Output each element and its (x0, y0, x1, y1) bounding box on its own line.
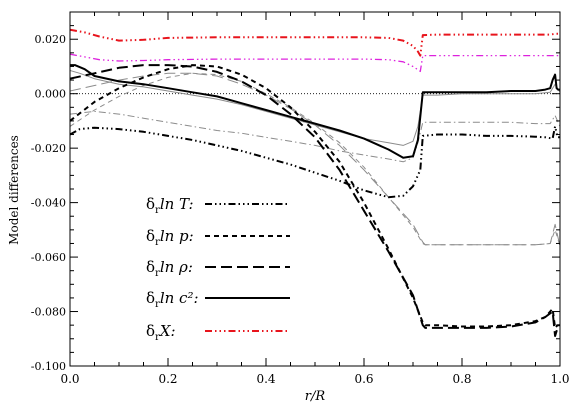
series-line-0 (70, 125, 560, 199)
legend-item: δrln ρ: (146, 258, 290, 279)
legend-label: δrln p: (146, 227, 194, 248)
series-line-6 (70, 70, 560, 146)
y-tick-label: -0.040 (31, 197, 66, 210)
series-line-4 (70, 28, 560, 57)
legend-label: δrln T: (146, 195, 194, 216)
legend: δrln T: δrln p: δrln ρ: δrln c²: δrX: (146, 195, 290, 343)
legend-item: δrX: (146, 322, 290, 343)
series-layer (70, 28, 560, 337)
x-tick-label: 0.0 (60, 372, 79, 386)
series-line-1 (70, 64, 560, 329)
series-line-3 (70, 64, 560, 159)
x-tick-label: 0.6 (354, 372, 373, 386)
legend-item: δrln c²: (146, 289, 290, 310)
x-tick-label: 1.0 (550, 372, 569, 386)
legend-item: δrln T: (146, 195, 290, 216)
x-tick-label: 0.4 (256, 372, 275, 386)
legend-item: δrln p: (146, 227, 290, 248)
x-tick-label: 0.8 (452, 372, 471, 386)
legend-label: δrln c²: (146, 289, 199, 310)
legend-label: δrX: (146, 322, 176, 343)
series-line-5 (70, 53, 560, 73)
x-tick-label: 0.2 (158, 372, 177, 386)
y-axis-label: Model differences (7, 135, 21, 245)
y-tick-label: -0.020 (31, 142, 66, 155)
series-line-9 (70, 72, 560, 247)
series-line-2 (70, 64, 560, 337)
axis-ticks: 0.0 0.2 0.4 0.6 0.8 1.0 -0.100 -0.080 -0.060 -0.0… (31, 12, 570, 386)
y-tick-label: 0.020 (35, 33, 67, 46)
y-tick-label: -0.080 (31, 306, 66, 319)
legend-label: δrln ρ: (146, 258, 193, 279)
x-axis-label: r/R (305, 389, 326, 404)
series-line-8 (70, 72, 560, 247)
y-tick-label: 0.000 (35, 88, 67, 101)
y-tick-label: -0.060 (31, 251, 66, 264)
y-tick-label: -0.100 (31, 360, 66, 373)
